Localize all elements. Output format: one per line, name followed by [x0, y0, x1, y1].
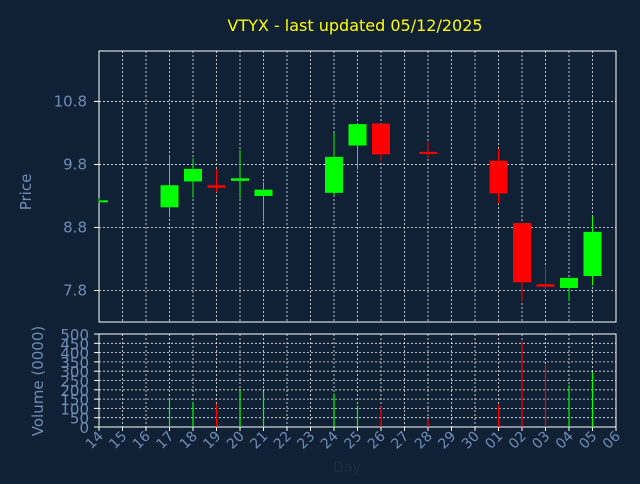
candle-body — [184, 168, 202, 182]
day-tick-label: 26 — [365, 428, 389, 452]
day-tick-label: 01 — [482, 429, 506, 453]
candle-body — [560, 277, 578, 288]
day-axis-label: Day — [333, 460, 361, 476]
day-tick-label: 20 — [224, 429, 248, 453]
volume-tick-label: 500 — [60, 326, 89, 344]
day-tick-label: 27 — [388, 429, 412, 453]
day-tick-label: 21 — [247, 429, 271, 453]
day-tick-label: 16 — [130, 428, 154, 452]
day-tick-label: 29 — [435, 429, 459, 453]
volume-tick-label: 200 — [60, 382, 89, 400]
price-tick-label: 10.8 — [54, 92, 87, 110]
volume-tick-label: 50 — [70, 410, 89, 428]
day-tick-label: 02 — [506, 429, 530, 453]
day-tick-label: 23 — [294, 429, 318, 453]
volume-tick-label: 100 — [60, 400, 89, 418]
volume-tick-label: 0 — [79, 419, 89, 437]
candle-body — [254, 189, 273, 196]
candle-body — [348, 124, 367, 146]
candle-body — [372, 123, 390, 155]
x-axis: 14 15 16 17 18 19 20 21 22 23 24 25 26 27 28 29 30 01 02 03… — [83, 427, 624, 452]
day-tick-label: 06 — [600, 428, 624, 452]
volume-tick-label: 400 — [60, 345, 89, 363]
price-tick-label: 9.8 — [63, 155, 87, 173]
candle-body — [419, 151, 437, 154]
candle-body — [489, 160, 508, 194]
volume-axis-label: Volume (0000) — [29, 326, 47, 436]
candle-body — [536, 284, 555, 287]
day-tick-label: 28 — [412, 429, 436, 453]
volume-tick-label: 450 — [60, 335, 89, 353]
day-tick-label: 19 — [200, 429, 224, 453]
day-tick-label: 04 — [553, 428, 577, 452]
candle-body — [160, 185, 179, 208]
day-tick-label: 18 — [177, 429, 201, 453]
candle-body — [325, 156, 343, 193]
candle-body — [583, 231, 602, 276]
candle-body — [513, 223, 531, 283]
volume-tick-label: 300 — [60, 363, 89, 381]
candle-body — [99, 200, 108, 203]
price-panel: 7.8 8.8 9.8 10.8 — [54, 50, 617, 323]
day-tick-label: 15 — [106, 429, 130, 453]
volume-tick-label: 150 — [60, 391, 89, 409]
chart-title: VTYX - last updated 05/12/2025 — [227, 16, 482, 35]
day-tick-label: 17 — [153, 429, 177, 453]
day-tick-label: 22 — [271, 429, 295, 453]
price-tick-label: 8.8 — [63, 218, 87, 236]
day-tick-label: 30 — [459, 429, 483, 453]
day-tick-label: 25 — [341, 429, 365, 453]
day-tick-label: 03 — [529, 429, 553, 453]
candle-body — [207, 185, 226, 188]
price-tick-label: 7.8 — [63, 281, 87, 299]
candle-body — [231, 178, 249, 181]
day-tick-label: 05 — [576, 429, 600, 453]
volume-tick-label: 350 — [60, 354, 89, 372]
day-tick-label: 24 — [318, 428, 342, 452]
volume-tick-label: 250 — [60, 373, 89, 391]
price-axis-label: Price — [17, 174, 35, 211]
